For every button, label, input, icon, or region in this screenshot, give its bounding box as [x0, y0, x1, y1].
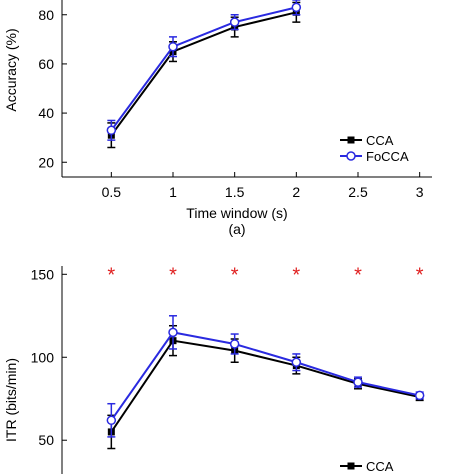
data-point [291, 2, 302, 13]
data-point [229, 339, 240, 349]
data-point [229, 17, 240, 27]
x-tick-label: 0.5 [102, 184, 122, 200]
significance-star: * [169, 264, 177, 286]
panel-label: (a) [228, 221, 245, 237]
data-point [106, 125, 117, 136]
series-line-focca [110, 6, 297, 131]
x-tick-label: 1.5 [225, 184, 245, 200]
significance-star: * [292, 264, 300, 286]
legend-marker [347, 462, 355, 470]
y-tick-label: 150 [31, 266, 55, 282]
data-point [291, 357, 302, 367]
legend-marker [346, 151, 356, 161]
y-tick-label: 40 [38, 105, 54, 121]
series-line-cca [110, 11, 297, 136]
x-tick-label: 3 [416, 184, 424, 200]
y-tick-label: 100 [31, 349, 55, 365]
significance-star: * [416, 264, 424, 286]
data-point [353, 377, 363, 387]
y-tick-label: 50 [38, 432, 54, 448]
data-point [106, 415, 117, 426]
x-axis-label: Time window (s) [186, 205, 287, 221]
x-tick-label: 2 [292, 184, 300, 200]
series-line-cca [110, 339, 420, 433]
legend-label: FoCCA [366, 149, 409, 164]
y-axis-label: Accuracy (%) [3, 28, 19, 111]
series-line-focca [110, 331, 420, 421]
x-tick-label: 1 [169, 184, 177, 200]
significance-star: * [107, 264, 115, 286]
legend-label: CCA [366, 459, 394, 474]
significance-star: * [231, 264, 239, 286]
data-point [168, 41, 178, 52]
y-tick-label: 80 [38, 7, 54, 23]
x-tick-label: 2.5 [348, 184, 368, 200]
significance-star: * [354, 264, 362, 286]
itr-panel: 50 100 150 ITR (bits/min) * * * * * * CCA [3, 264, 425, 474]
y-tick-label: 20 [38, 154, 54, 170]
legend-marker [347, 136, 355, 144]
y-tick-label: 60 [38, 56, 54, 72]
legend-label: CCA [366, 133, 394, 148]
y-axis-label: ITR (bits/min) [3, 358, 19, 442]
accuracy-panel: 20 40 60 80 0.5 1 1.5 2 2.5 3 Time window (s)(a) Ac… [3, 0, 432, 237]
data-point [168, 327, 178, 338]
data-point [414, 390, 425, 401]
